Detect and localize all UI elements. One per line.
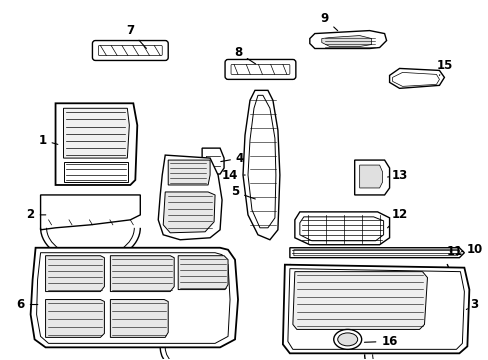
Polygon shape — [354, 160, 389, 195]
Polygon shape — [309, 31, 386, 49]
Text: 13: 13 — [387, 168, 407, 181]
Polygon shape — [45, 256, 104, 292]
Polygon shape — [289, 248, 464, 258]
Text: 8: 8 — [233, 46, 255, 64]
Text: 3: 3 — [466, 298, 477, 311]
Ellipse shape — [333, 329, 361, 349]
Text: 14: 14 — [222, 168, 244, 181]
Polygon shape — [63, 162, 128, 182]
Text: 1: 1 — [39, 134, 58, 147]
Text: 5: 5 — [230, 185, 255, 199]
Polygon shape — [158, 155, 222, 240]
Polygon shape — [163, 192, 215, 233]
Polygon shape — [321, 36, 371, 46]
Ellipse shape — [337, 333, 357, 346]
FancyBboxPatch shape — [224, 59, 295, 80]
Text: 6: 6 — [17, 298, 38, 311]
Polygon shape — [202, 148, 224, 174]
Polygon shape — [292, 272, 427, 329]
Polygon shape — [294, 212, 389, 245]
Text: 11: 11 — [446, 245, 462, 258]
Polygon shape — [31, 248, 238, 347]
Polygon shape — [63, 108, 129, 158]
Polygon shape — [41, 195, 140, 230]
Text: 12: 12 — [387, 208, 407, 228]
FancyBboxPatch shape — [337, 330, 373, 352]
Text: 16: 16 — [364, 335, 397, 348]
Polygon shape — [168, 160, 210, 185]
Text: 9: 9 — [320, 12, 337, 31]
Text: 4: 4 — [221, 152, 244, 165]
Polygon shape — [110, 256, 174, 292]
Polygon shape — [359, 165, 382, 188]
Polygon shape — [110, 300, 168, 337]
Polygon shape — [243, 90, 279, 240]
Polygon shape — [178, 256, 227, 289]
Polygon shape — [283, 265, 468, 353]
FancyBboxPatch shape — [92, 41, 168, 60]
Polygon shape — [389, 68, 444, 88]
Polygon shape — [45, 300, 104, 337]
Text: 7: 7 — [126, 24, 146, 49]
Polygon shape — [56, 103, 137, 185]
Text: 2: 2 — [26, 208, 46, 221]
Text: 10: 10 — [461, 243, 482, 256]
Text: 15: 15 — [435, 59, 452, 75]
